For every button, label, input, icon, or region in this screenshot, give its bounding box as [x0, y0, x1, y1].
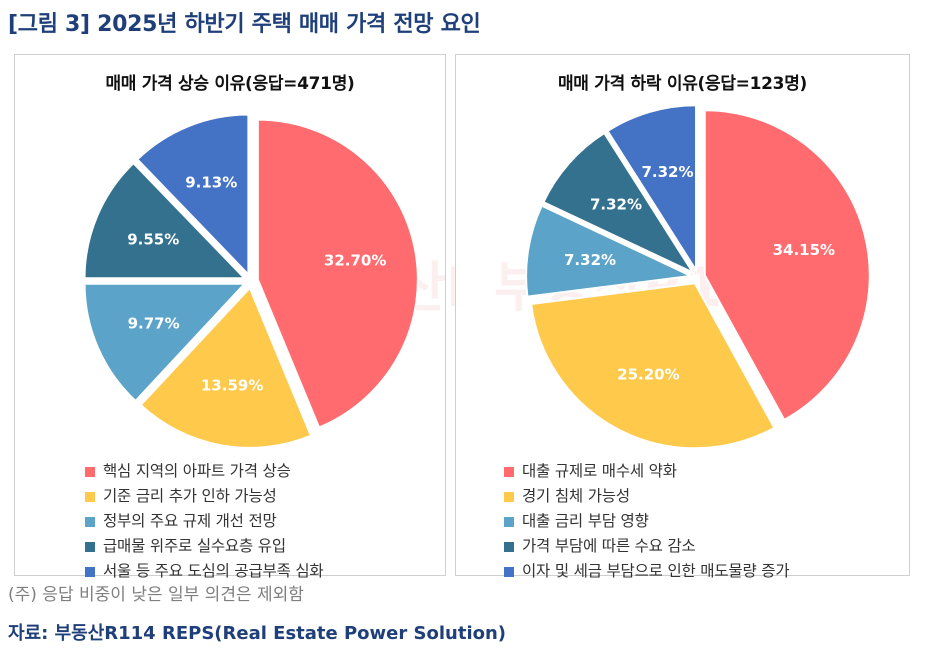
slice-value-label: 25.20% — [617, 365, 679, 383]
legend-label: 가격 부담에 따른 수요 감소 — [522, 537, 696, 555]
pie-slice — [606, 104, 698, 274]
slice-value-label: 7.32% — [564, 251, 616, 269]
chart-title-rise: 매매 가격 상승 이유(응답=471명) — [105, 74, 355, 94]
legend-swatch — [504, 541, 514, 552]
slice-value-label: 9.77% — [128, 314, 180, 332]
legend-swatch — [85, 516, 95, 527]
figure-title: [그림 3] 2025년 하반기 주택 매매 가격 전망 요인 — [8, 12, 481, 37]
legend-label: 급매물 위주로 실수요층 유입 — [103, 537, 286, 555]
legend-item: 대출 금리 부담 영향 — [504, 509, 789, 534]
legend-label: 대출 금리 부담 영향 — [522, 512, 649, 530]
footnote: (주) 응답 비중이 낮은 일부 의견은 제외함 — [8, 585, 304, 605]
legend-fall: 대출 규제로 매수세 약화 경기 침체 가능성 대출 금리 부담 영향 가격 부… — [504, 459, 790, 584]
pie-chart-fall: 34.15% 25.20% 7.32% 7.32% 7.32% — [525, 104, 871, 450]
pie-slice — [135, 113, 250, 277]
chart-panel-fall: 부동산R114 매매 가격 하락 이유(응답=123명) 34.15% 25.20… — [455, 54, 910, 580]
slice-value-label: 7.32% — [590, 196, 642, 214]
pie-slice — [139, 286, 313, 449]
legend-rise: 핵심 지역의 아파트 가격 상승 기준 금리 추가 인하 가능성 정부의 주요 … — [85, 459, 324, 584]
legend-item: 급매물 위주로 실수요층 유입 — [85, 534, 323, 559]
source-note: 자료: 부동산R114 REPS(Real Estate Power Solut… — [8, 623, 507, 644]
legend-item: 정부의 주요 규제 개선 전망 — [85, 509, 323, 534]
pie-slice — [530, 282, 776, 450]
pie-slice — [83, 161, 247, 280]
legend-item: 경기 침체 가능성 — [504, 484, 789, 509]
pie-slice — [256, 118, 419, 429]
legend-label: 기준 금리 추가 인하 가능성 — [103, 487, 277, 505]
legend-swatch — [85, 541, 95, 552]
pie-chart-rise: 32.70% 13.59% 9.77% 9.55% 9.13% — [83, 113, 419, 449]
legend-label: 정부의 주요 규제 개선 전망 — [103, 512, 277, 530]
pie-slice — [703, 109, 871, 422]
legend-item: 서울 등 주요 도심의 공급부족 심화 — [85, 559, 324, 584]
legend-label: 핵심 지역의 아파트 가격 상승 — [103, 462, 291, 480]
legend-label: 이자 및 세금 부담으로 인한 매도물량 증가 — [522, 562, 790, 580]
legend-label: 경기 침체 가능성 — [522, 487, 630, 505]
legend-swatch — [504, 466, 514, 477]
slice-value-label: 9.13% — [185, 174, 237, 192]
slice-value-label: 7.32% — [641, 163, 693, 181]
legend-swatch — [85, 466, 95, 477]
pie-slice — [525, 204, 695, 298]
legend-item: 가격 부담에 따른 수요 감소 — [504, 534, 789, 559]
legend-swatch — [504, 516, 514, 527]
legend-swatch — [85, 491, 95, 502]
pie-slice — [542, 131, 696, 275]
pie-slice — [83, 282, 247, 403]
legend-item: 대출 규제로 매수세 약화 — [504, 459, 789, 484]
slice-value-label: 13.59% — [201, 377, 263, 395]
legend-item: 기준 금리 추가 인하 가능성 — [85, 484, 323, 509]
legend-label: 대출 규제로 매수세 약화 — [522, 462, 677, 480]
legend-item: 이자 및 세금 부담으로 인한 매도물량 증가 — [504, 559, 790, 584]
slice-value-label: 9.55% — [127, 230, 179, 248]
legend-swatch — [504, 491, 514, 502]
legend-swatch — [504, 566, 514, 577]
chart-title-fall: 매매 가격 하락 이유(응답=123명) — [557, 74, 808, 94]
legend-swatch — [85, 566, 95, 577]
legend-item: 핵심 지역의 아파트 가격 상승 — [85, 459, 323, 484]
slice-value-label: 34.15% — [773, 241, 835, 259]
legend-label: 서울 등 주요 도심의 공급부족 심화 — [103, 562, 324, 580]
slice-value-label: 32.70% — [324, 251, 386, 269]
chart-panel-rise: 부동산R114 매매 가격 상승 이유(응답=471명) 32.70% 13.59… — [14, 54, 600, 580]
